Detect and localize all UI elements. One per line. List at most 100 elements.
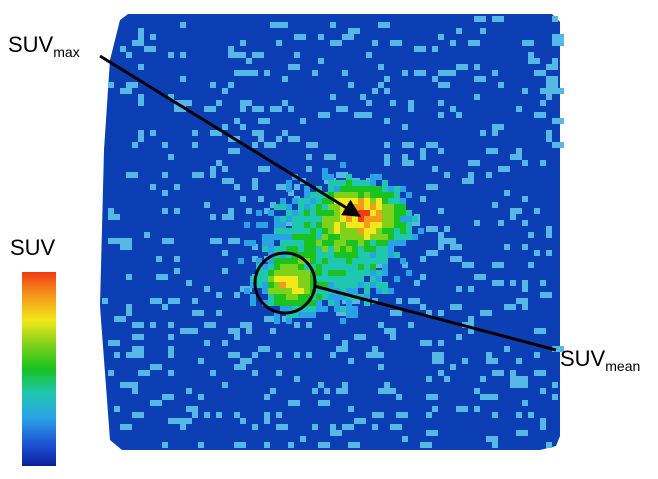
speckle — [444, 70, 456, 76]
uptake-pixel — [340, 252, 346, 258]
speckle — [432, 250, 438, 256]
speckle — [246, 328, 252, 334]
uptake-pixel — [328, 264, 334, 270]
uptake-pixel — [388, 234, 394, 240]
speckle — [246, 70, 252, 76]
speckle — [102, 298, 108, 304]
uptake-pixel — [346, 264, 352, 270]
speckle — [552, 142, 564, 148]
uptake-pixel — [262, 288, 268, 294]
speckle — [270, 388, 276, 394]
uptake-pixel — [376, 252, 382, 258]
speckle — [432, 352, 444, 358]
speckle — [456, 112, 462, 118]
speckle — [288, 106, 294, 112]
uptake-pixel — [292, 240, 298, 246]
speckle — [456, 406, 468, 412]
speckle — [348, 358, 354, 364]
uptake-pixel — [388, 228, 394, 234]
speckle — [126, 310, 132, 316]
speckle — [252, 130, 264, 136]
uptake-pixel — [322, 222, 328, 228]
speckle — [504, 304, 516, 310]
speckle — [474, 76, 486, 82]
speckle — [486, 172, 492, 178]
uptake-pixel — [268, 300, 274, 306]
speckle — [138, 100, 144, 106]
uptake-pixel — [262, 222, 268, 228]
speckle — [480, 28, 486, 34]
speckle — [372, 262, 384, 268]
speckle — [348, 82, 354, 88]
speckle — [408, 142, 414, 148]
uptake-pixel — [352, 228, 358, 234]
speckle — [150, 34, 156, 40]
uptake-pixel — [292, 246, 298, 252]
uptake-pixel — [358, 204, 364, 210]
speckle — [222, 214, 234, 220]
speckle — [462, 262, 474, 268]
uptake-pixel — [304, 186, 310, 192]
speckle — [534, 70, 546, 76]
speckle — [324, 334, 330, 340]
uptake-pixel — [340, 282, 346, 288]
uptake-pixel — [370, 258, 376, 264]
speckle — [204, 202, 210, 208]
uptake-pixel — [316, 222, 322, 228]
uptake-pixel — [388, 216, 394, 222]
uptake-pixel — [400, 258, 406, 264]
colorbar-title: SUV — [10, 235, 56, 260]
speckle — [222, 166, 228, 172]
uptake-pixel — [286, 288, 292, 294]
uptake-pixel — [298, 300, 304, 306]
uptake-pixel — [322, 246, 328, 252]
speckle — [240, 106, 246, 112]
speckle — [420, 442, 432, 448]
speckle — [114, 406, 120, 412]
uptake-pixel — [262, 246, 268, 252]
speckle — [210, 238, 216, 244]
uptake-pixel — [364, 246, 370, 252]
speckle — [438, 208, 444, 214]
uptake-pixel — [370, 282, 376, 288]
uptake-pixel — [274, 204, 280, 210]
speckle — [318, 34, 324, 40]
speckle — [378, 22, 390, 28]
speckle — [438, 232, 444, 238]
uptake-pixel — [298, 204, 304, 210]
speckle — [222, 178, 228, 184]
uptake-pixel — [286, 252, 292, 258]
speckle — [210, 370, 216, 376]
speckle — [552, 118, 564, 124]
speckle — [360, 112, 372, 118]
uptake-pixel — [388, 240, 394, 246]
speckle — [498, 220, 504, 226]
uptake-pixel — [298, 270, 304, 276]
speckle — [294, 136, 300, 142]
speckle — [294, 322, 300, 328]
speckle — [432, 76, 438, 82]
uptake-pixel — [310, 222, 316, 228]
uptake-pixel — [382, 192, 388, 198]
speckle — [210, 214, 216, 220]
speckle — [258, 118, 270, 124]
speckle — [450, 40, 456, 46]
uptake-pixel — [412, 234, 418, 240]
uptake-pixel — [280, 258, 286, 264]
uptake-pixel — [352, 240, 358, 246]
speckle — [288, 442, 294, 448]
uptake-pixel — [286, 312, 292, 318]
uptake-pixel — [280, 222, 286, 228]
uptake-pixel — [382, 270, 388, 276]
speckle — [426, 184, 438, 190]
uptake-pixel — [274, 312, 280, 318]
speckle — [516, 376, 522, 382]
speckle — [336, 388, 348, 394]
uptake-pixel — [358, 180, 364, 186]
speckle — [282, 130, 288, 136]
speckle — [222, 382, 228, 388]
speckle — [138, 64, 144, 70]
suv-max-arrow — [99, 54, 362, 217]
speckle — [138, 322, 144, 328]
speckle — [324, 388, 330, 394]
